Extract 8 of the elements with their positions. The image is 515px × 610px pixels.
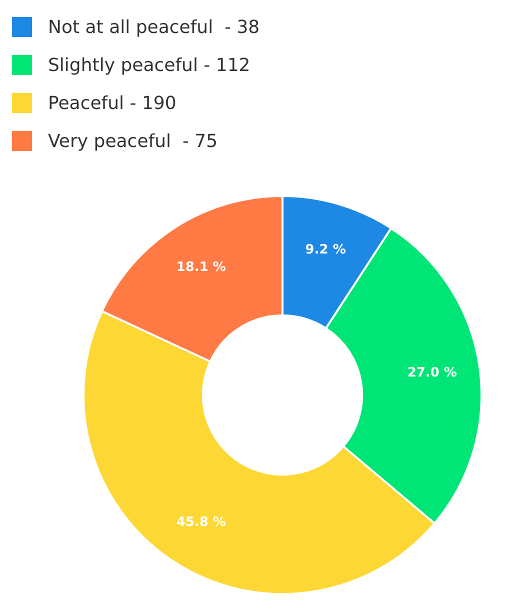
legend-label: Not at all peaceful - 38: [48, 16, 260, 38]
data-label: 45.8 %: [176, 514, 226, 530]
data-label: 27.0 %: [407, 365, 457, 380]
legend-label: Slightly peaceful - 112: [48, 54, 250, 76]
data-label: 9.2 %: [305, 242, 346, 258]
legend-label: Very peaceful - 75: [48, 130, 218, 152]
legend-label: Peaceful - 190: [48, 92, 176, 114]
data-label: 18.1 %: [176, 260, 226, 275]
